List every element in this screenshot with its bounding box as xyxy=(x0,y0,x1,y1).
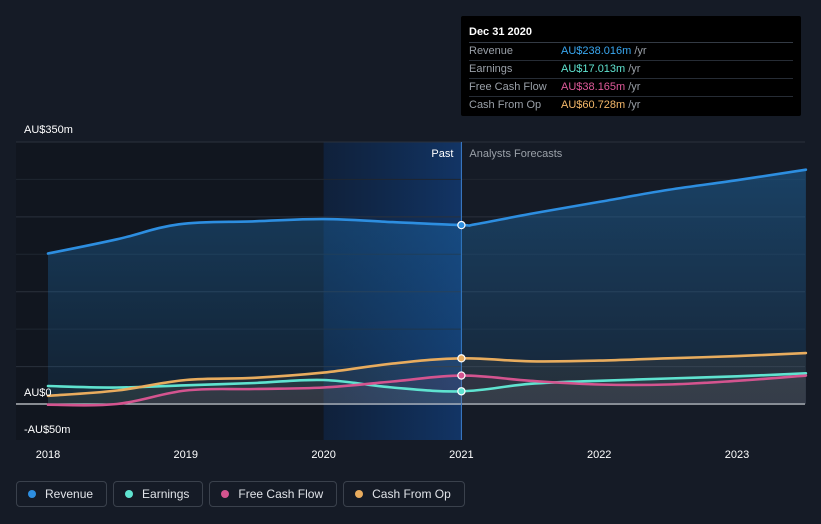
past-label: Past xyxy=(431,148,453,160)
legend-dot-icon xyxy=(355,490,364,498)
legend-dot-icon xyxy=(28,490,36,498)
tooltip-value: AU$238.016m xyxy=(561,45,632,57)
tooltip-label: Revenue xyxy=(469,45,514,57)
legend-item-earnings[interactable]: Earnings xyxy=(113,481,204,507)
y-axis-zero-label: AU$0 xyxy=(24,387,52,399)
data-point-earnings xyxy=(457,387,466,396)
tooltip-value: AU$38.165m xyxy=(561,81,626,93)
data-point-cash-from-op xyxy=(457,354,466,363)
legend-label: Cash From Op xyxy=(372,487,451,501)
legend-label: Revenue xyxy=(45,487,94,501)
tooltip-label: Cash From Op xyxy=(469,99,542,111)
tooltip-row-free-cash-flow: Free Cash Flow AU$38.165m /yr xyxy=(469,79,793,97)
tooltip-unit: /yr xyxy=(634,45,647,57)
x-tick-label: 2023 xyxy=(725,449,749,461)
tooltip-row-cash-from-op: Cash From Op AU$60.728m /yr xyxy=(469,97,793,114)
legend-label: Earnings xyxy=(142,487,190,501)
y-axis-top-label: AU$350m xyxy=(24,124,73,136)
tooltip-label: Earnings xyxy=(469,63,513,75)
tooltip-label: Free Cash Flow xyxy=(469,81,547,93)
tooltip-unit: /yr xyxy=(628,81,641,93)
tooltip-unit: /yr xyxy=(628,63,641,75)
legend-dot-icon xyxy=(221,490,230,498)
tooltip: Dec 31 2020 Revenue AU$238.016m /yr Earn… xyxy=(461,16,801,116)
legend-item-free-cash-flow[interactable]: Free Cash Flow xyxy=(209,481,338,507)
legend-item-revenue[interactable]: Revenue xyxy=(16,481,108,507)
x-tick-label: 2022 xyxy=(587,449,611,461)
tooltip-value: AU$60.728m xyxy=(561,99,626,111)
tooltip-row-earnings: Earnings AU$17.013m /yr xyxy=(469,61,793,79)
x-tick-label: 2019 xyxy=(174,449,198,461)
tooltip-unit: /yr xyxy=(628,99,641,111)
legend-dot-icon xyxy=(125,490,134,498)
series-line-free-cash-flow xyxy=(46,374,808,407)
data-point-revenue xyxy=(457,220,466,230)
legend-item-cash-from-op[interactable]: Cash From Op xyxy=(343,481,465,507)
legend: Revenue Earnings Free Cash Flow Cash Fro… xyxy=(16,481,465,507)
x-tick-label: 2021 xyxy=(449,449,473,461)
forecast-label: Analysts Forecasts xyxy=(469,148,562,160)
tooltip-date: Dec 31 2020 xyxy=(469,24,793,43)
y-axis-bottom-label: -AU$50m xyxy=(24,424,70,436)
series-area-revenue xyxy=(48,169,806,404)
tooltip-value: AU$17.013m xyxy=(561,63,626,75)
data-point-free-cash-flow xyxy=(457,371,466,380)
x-tick-label: 2018 xyxy=(36,449,60,461)
tooltip-row-revenue: Revenue AU$238.016m /yr xyxy=(469,43,793,61)
series-line-earnings xyxy=(46,372,808,393)
legend-label: Free Cash Flow xyxy=(238,487,324,501)
x-tick-label: 2020 xyxy=(311,449,335,461)
series-line-cash-from-op xyxy=(46,351,808,398)
